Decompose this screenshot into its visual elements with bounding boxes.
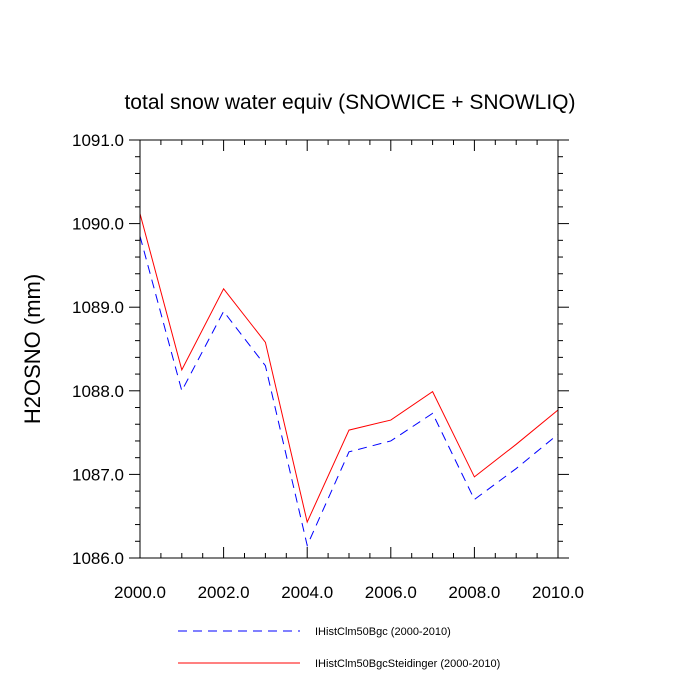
x-tick-label: 2004.0 <box>281 583 333 602</box>
y-tick-labels: 1086.0 1087.0 1088.0 1089.0 1090.0 1091.0 <box>72 131 124 568</box>
y-tick-label: 1088.0 <box>72 382 124 401</box>
series-line-1 <box>139 236 559 548</box>
legend: IHistClm50Bgc (2000-2010) IHistClm50BgcSt… <box>178 626 500 670</box>
y-axis-label: H2OSNO (mm) <box>20 274 45 424</box>
legend-label-1: IHistClm50Bgc (2000-2010) <box>315 626 451 638</box>
plot-frame <box>139 139 559 559</box>
legend-label-2: IHistClm50BgcSteidinger (2000-2010) <box>315 658 500 670</box>
axis-ticks <box>129 139 569 559</box>
x-tick-labels: 2000.0 2002.0 2004.0 2006.0 2008.0 2010.0 <box>114 583 584 602</box>
chart-title: total snow water equiv (SNOWICE + SNOWLI… <box>124 91 575 114</box>
y-tick-label: 1086.0 <box>72 549 124 568</box>
plot-series <box>139 213 559 548</box>
x-tick-label: 2002.0 <box>198 583 250 602</box>
x-tick-label: 2010.0 <box>532 583 584 602</box>
y-tick-label: 1090.0 <box>72 215 124 234</box>
x-tick-label: 2006.0 <box>365 583 417 602</box>
x-tick-label: 2008.0 <box>448 583 500 602</box>
x-tick-label: 2000.0 <box>114 583 166 602</box>
y-tick-label: 1087.0 <box>72 465 124 484</box>
y-tick-label: 1091.0 <box>72 131 124 150</box>
y-tick-label: 1089.0 <box>72 298 124 317</box>
series-line-2 <box>139 213 559 524</box>
